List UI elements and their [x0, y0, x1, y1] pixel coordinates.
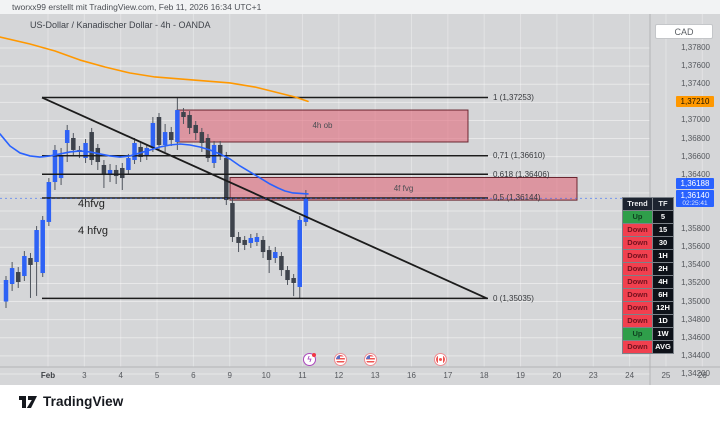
price-tick: 1,34600 — [681, 332, 710, 342]
currency-badge[interactable]: CAD — [655, 24, 713, 39]
canada-flag-icon — [436, 355, 445, 364]
time-tick: 19 — [516, 371, 525, 380]
chart-text-annotation[interactable]: 4 hfvg — [78, 225, 108, 237]
symbol-title: US-Dollar / Kanadischer Dollar - 4h - OA… — [30, 20, 211, 30]
price-tick: 1,36400 — [681, 169, 710, 179]
time-tick: 4 — [118, 371, 123, 380]
time-tick: 20 — [552, 371, 562, 380]
trend-cell: Down — [623, 276, 652, 288]
tradingview-logo-icon — [19, 395, 37, 408]
trend-cell: Up — [623, 328, 652, 340]
timeframe-cell: 15 — [653, 224, 673, 236]
ma-blue-price-label: 1,36188 — [676, 178, 714, 190]
us-flag-icon — [366, 355, 375, 364]
fib-level-label: 0,71 (1,36610) — [493, 151, 546, 161]
time-tick: 9 — [227, 371, 232, 380]
us-flag-icon[interactable] — [364, 353, 377, 366]
trend-cell: Down — [623, 237, 652, 249]
bar-countdown: 02:25:41 — [682, 199, 708, 207]
trend-panel-header-tf: TF — [653, 198, 673, 210]
price-tick: 1,35800 — [681, 224, 710, 234]
trend-cell: Down — [623, 289, 652, 301]
fib-level-label: 0 (1,35035) — [493, 293, 534, 303]
footer: TradingView — [0, 385, 720, 421]
time-tick: 18 — [479, 371, 489, 380]
price-tick: 1,36600 — [681, 151, 710, 161]
trend-cell: Down — [623, 224, 652, 236]
us-flag-icon[interactable] — [334, 353, 347, 366]
timeframe-cell: 1D — [653, 315, 673, 327]
trend-cell: Down — [623, 263, 652, 275]
time-tick: 3 — [82, 371, 87, 380]
trend-cell: Up — [623, 211, 652, 223]
trend-indicator-panel: Trend TF Up 5 Down 15 Down 30 Down 1H Down 2H Down… — [622, 197, 674, 354]
price-tick: 1,35000 — [681, 296, 710, 306]
trend-cell: Down — [623, 315, 652, 327]
time-tick: 13 — [370, 371, 380, 380]
time-tick: 24 — [625, 371, 635, 380]
price-tick: 1,34800 — [681, 314, 710, 324]
price-tick: 1,37400 — [681, 79, 710, 89]
timeframe-cell: AVG — [653, 341, 673, 353]
time-tick: 26 — [697, 371, 707, 380]
timeframe-cell: 5 — [653, 211, 673, 223]
timeframe-cell: 2H — [653, 263, 673, 275]
last-price-label: 1,36140 02:25:41 — [676, 190, 714, 208]
price-tick: 1,37800 — [681, 43, 710, 52]
us-flag-icon — [336, 355, 345, 364]
price-tick: 1,35200 — [681, 278, 710, 288]
time-tick: Feb — [40, 371, 56, 380]
time-tick: 11 — [298, 371, 307, 380]
tradingview-wordmark: TradingView — [43, 394, 124, 409]
trend-cell: Down — [623, 250, 652, 262]
fib-level-label: 1 (1,37253) — [493, 93, 534, 103]
price-tick: 1,35400 — [681, 260, 710, 270]
price-tick: 1,37600 — [681, 61, 710, 71]
time-tick: 12 — [334, 371, 344, 380]
chart-text-annotation[interactable]: 4hfvg — [78, 198, 105, 210]
time-tick: 17 — [443, 371, 453, 380]
drawing-box-label: 4h ob — [312, 121, 333, 130]
attribution-bar: tworxx99 erstellt mit TradingView.com, F… — [0, 0, 720, 14]
timeframe-cell: 1H — [653, 250, 673, 262]
price-tick: 1,34200 — [681, 369, 710, 378]
timeframe-cell: 4H — [653, 276, 673, 288]
time-tick: 23 — [588, 371, 598, 380]
time-tick: 5 — [154, 371, 160, 380]
timeframe-cell: 30 — [653, 237, 673, 249]
fib-level-label: 0,618 (1,36406) — [493, 169, 550, 179]
fib-level-label: 0,5 (1,36144) — [493, 193, 541, 203]
canada-flag-icon[interactable] — [434, 353, 447, 366]
price-tick: 1,37000 — [681, 115, 710, 125]
chart-background — [0, 14, 720, 385]
price-tick: 1,35600 — [681, 242, 710, 252]
last-price-value: 1,36140 — [680, 190, 710, 200]
price-tick: 1,36800 — [681, 133, 710, 143]
timeframe-cell: 6H — [653, 289, 673, 301]
attribution-text: tworxx99 erstellt mit TradingView.com, F… — [12, 2, 262, 12]
trend-panel-header-trend: Trend — [623, 198, 652, 210]
timeframe-cell: 12H — [653, 302, 673, 314]
price-tick: 1,34400 — [681, 350, 710, 360]
timeframe-cell: 1W — [653, 328, 673, 340]
ma-orange-price-label: 1,37210 — [676, 95, 714, 107]
economic-event-icon[interactable]: ϟ — [303, 353, 316, 366]
time-tick: 16 — [407, 371, 416, 380]
drawing-box-label: 4f fvg — [393, 183, 414, 193]
time-tick: 25 — [661, 371, 671, 380]
trend-cell: Down — [623, 341, 652, 353]
time-tick: 10 — [261, 371, 271, 380]
tradingview-logo[interactable]: TradingView — [18, 394, 123, 409]
trend-cell: Down — [623, 302, 652, 314]
time-tick: 6 — [191, 371, 196, 380]
